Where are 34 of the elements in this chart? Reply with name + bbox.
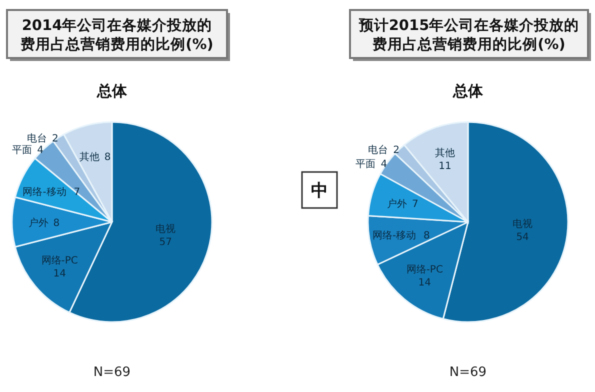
data-label: 2 (393, 145, 400, 156)
data-label: 2 (52, 134, 58, 145)
slice-label: 电台 (27, 132, 48, 145)
data-label: 4 (37, 145, 44, 156)
data-label: 11 (438, 161, 452, 172)
slice-label: 电视 (156, 223, 176, 235)
data-label: 8 (424, 230, 430, 242)
data-label: 8 (53, 218, 60, 229)
slice-label: 户外 (387, 198, 407, 210)
slice-label: 网络-移动 (22, 186, 66, 198)
slice-label: 电视 (512, 218, 533, 230)
text: 中 (311, 181, 328, 201)
data-label: 14 (53, 268, 66, 280)
data-label: 8 (104, 152, 111, 164)
slice-label: 户外 (28, 217, 48, 229)
data-label: 57 (159, 237, 172, 248)
text: N=69 (449, 365, 487, 380)
chart-title: 预计2015年公司在各媒介投放的费用占总营销费用的比例(%) (358, 17, 580, 53)
chart-title: 2014年公司在各媒介投放的费用占总营销费用的比例(%) (20, 17, 214, 53)
slice-label: 平面 (356, 159, 376, 170)
data-label: 7 (412, 199, 418, 210)
slice-label: 网络-PC (406, 263, 443, 276)
slice-label: 电台 (368, 144, 388, 156)
chart-subtitle: 总体 (96, 82, 128, 100)
slice-label: 其他 (79, 151, 100, 164)
slice-label: 网络-PC (41, 254, 78, 266)
chart-subtitle: 总体 (452, 82, 484, 100)
slice-label: 网络-移动 (372, 230, 416, 242)
slice-label: 其他 (434, 147, 455, 160)
text: N=69 (93, 365, 131, 380)
data-label: 4 (380, 159, 388, 170)
data-label: 14 (418, 277, 432, 288)
slice-label: 平面 (12, 145, 32, 156)
data-label: 54 (516, 232, 529, 243)
